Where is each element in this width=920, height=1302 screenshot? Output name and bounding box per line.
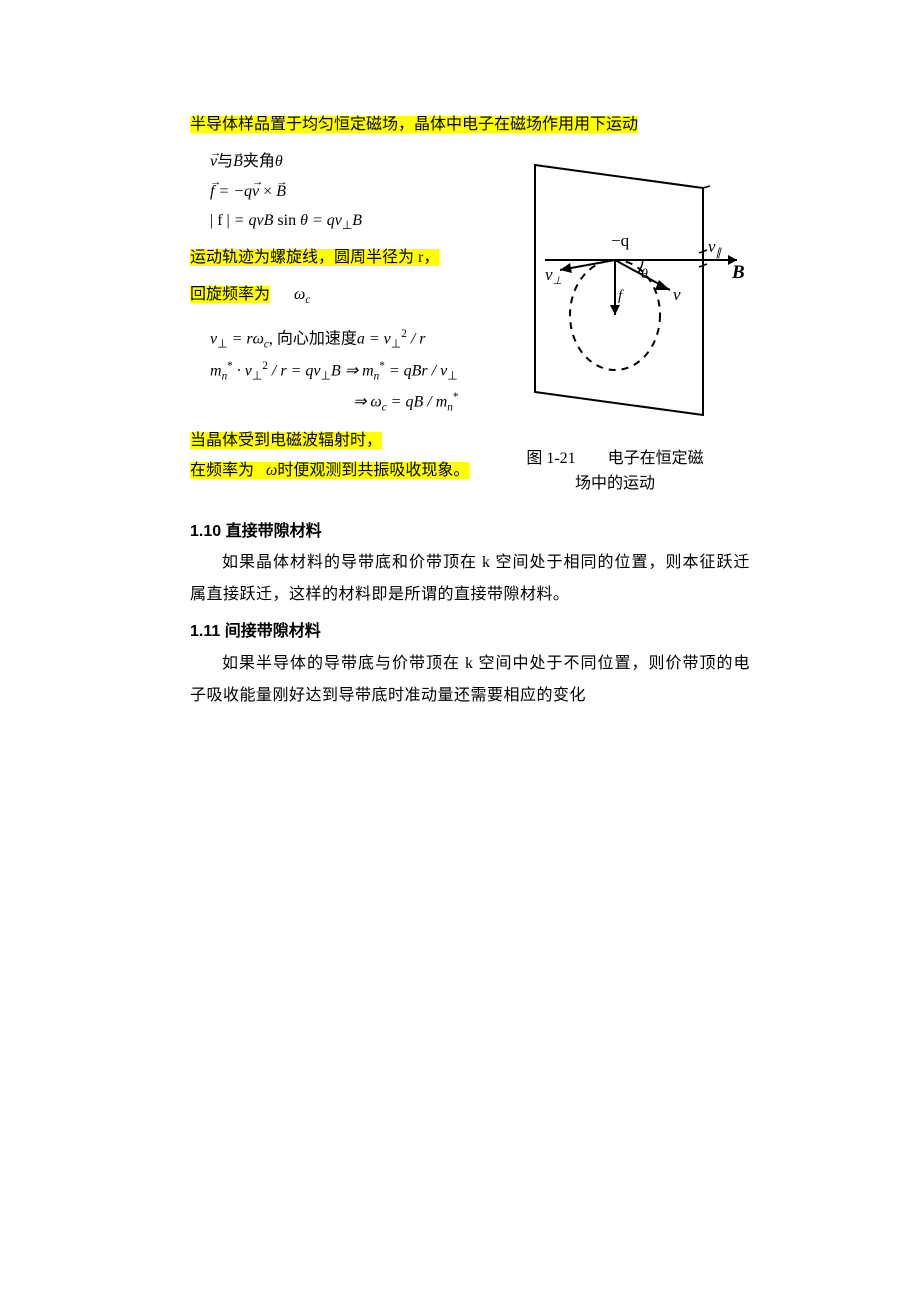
formula-2-line-1: v⊥ = rωc, 向心加速度a = v⊥2 / r: [210, 325, 470, 355]
spiral-text: 运动轨迹为螺旋线，圆周半径为 r，: [190, 249, 439, 266]
section-1-11-heading: 1.11 间接带隙材料: [190, 617, 750, 647]
omega-c-symbol: ωc: [294, 286, 310, 303]
section-1-10-body: 如果晶体材料的导带底和价带顶在 k 空间处于相同的位置，则本征跃迁属直接跃迁，这…: [190, 547, 750, 611]
intro-highlight-row: 半导体样品置于均匀恒定磁场，晶体中电子在磁场作用用下运动: [190, 110, 750, 140]
figure-svg: −q v∥ v⊥ B v f θ: [485, 160, 745, 440]
fig-label-f: f: [618, 288, 624, 304]
fig-label-theta: θ: [641, 267, 648, 282]
radiation-line-1: 当晶体受到电磁波辐射时，: [190, 426, 470, 456]
formula-block-1: v与B夹角θ f = −qv × B | f | = qvB sin θ = q…: [210, 148, 470, 235]
fig-label-v-perp: v⊥: [545, 265, 562, 287]
fig-label-minus-q: −q: [611, 231, 630, 250]
formula-1-line-3: | f | = qvB sin θ = qv⊥B: [210, 207, 470, 236]
formula-block-2: v⊥ = rωc, 向心加速度a = v⊥2 / r mn* · v⊥2 / r…: [210, 325, 470, 418]
left-column: v与B夹角θ f = −qv × B | f | = qvB sin θ = q…: [190, 140, 470, 486]
cyclotron-text: 回旋频率为: [190, 286, 270, 303]
top-row: v与B夹角θ f = −qv × B | f | = qvB sin θ = q…: [190, 140, 750, 497]
formula-1-line-1: v与B夹角θ: [210, 148, 470, 175]
intro-highlight-text: 半导体样品置于均匀恒定磁场，晶体中电子在磁场作用用下运动: [190, 116, 638, 133]
fig-label-v-par: v∥: [708, 237, 723, 259]
cyclotron-row: 回旋频率为 ωc: [190, 280, 470, 311]
section-1-11-body: 如果半导体的导带底与价带顶在 k 空间中处于不同位置，则价带顶的电子吸收能量刚好…: [190, 648, 750, 712]
figure-column: −q v∥ v⊥ B v f θ 图 1-21 电子在恒定磁 场中的运动: [480, 140, 750, 497]
section-1-10-heading: 1.10 直接带隙材料: [190, 517, 750, 547]
formula-2-line-2: mn* · v⊥2 / r = qv⊥B ⇒ mn* = qBr / v⊥: [210, 357, 470, 387]
fig-label-v: v: [673, 285, 681, 304]
figure-caption: 图 1-21 电子在恒定磁 场中的运动: [480, 446, 750, 497]
formula-2-line-3: ⇒ ωc = qB / mn*: [210, 388, 470, 418]
formula-1-line-2: f = −qv × B: [210, 178, 470, 205]
radiation-line-2: 在频率为 ω时便观测到共振吸收现象。: [190, 456, 470, 486]
fig-label-B: B: [731, 262, 745, 283]
spiral-highlight: 运动轨迹为螺旋线，圆周半径为 r，: [190, 243, 470, 273]
